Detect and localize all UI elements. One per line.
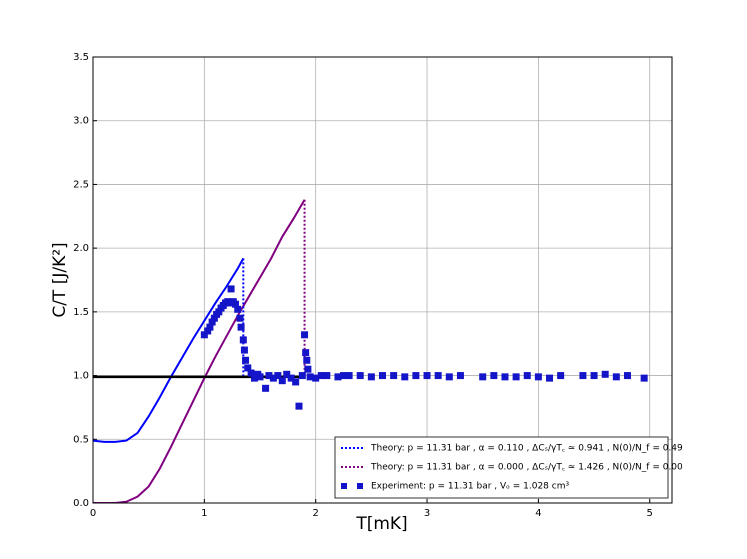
data-point bbox=[512, 373, 520, 381]
data-point bbox=[287, 374, 295, 382]
data-point bbox=[546, 374, 554, 382]
data-point bbox=[236, 314, 244, 322]
data-point bbox=[401, 373, 409, 381]
data-point bbox=[434, 372, 442, 380]
data-point bbox=[312, 374, 320, 382]
y-tick-label: 3.5 bbox=[73, 52, 89, 63]
data-point bbox=[232, 300, 240, 308]
data-point bbox=[445, 373, 453, 381]
data-point bbox=[323, 372, 331, 380]
y-tick-label: 3.0 bbox=[73, 116, 89, 127]
data-point bbox=[295, 402, 303, 410]
x-tick-label: 4 bbox=[535, 508, 541, 519]
data-point bbox=[262, 384, 270, 392]
y-tick-label: 2.5 bbox=[73, 179, 89, 190]
data-point bbox=[215, 308, 223, 316]
plot-frame bbox=[92, 56, 673, 504]
data-point bbox=[302, 349, 310, 357]
data-point bbox=[423, 372, 431, 380]
legend-label: Theory: p = 11.31 bar , α = 0.110 , ΔCₛ/… bbox=[370, 444, 683, 454]
data-point bbox=[208, 318, 216, 326]
data-point bbox=[412, 372, 420, 380]
y-tick-label: 0.5 bbox=[73, 434, 89, 445]
legend-label: Theory: p = 11.31 bar , α = 0.000 , ΔCₛ/… bbox=[370, 463, 683, 473]
y-tick-label: 0.0 bbox=[73, 498, 89, 509]
data-point bbox=[242, 356, 250, 364]
data-point bbox=[534, 373, 542, 381]
data-point bbox=[204, 327, 212, 335]
data-point bbox=[317, 372, 325, 380]
data-point bbox=[278, 377, 286, 385]
data-point bbox=[239, 336, 247, 344]
data-line bbox=[93, 257, 245, 443]
data-point bbox=[256, 373, 264, 381]
data-point bbox=[340, 372, 348, 380]
data-point bbox=[490, 372, 498, 380]
x-tick-label: 3 bbox=[424, 508, 430, 519]
y-axis-label: C/T [J/K²] bbox=[50, 242, 70, 317]
legend-marker bbox=[341, 483, 347, 489]
data-point bbox=[240, 346, 248, 354]
data-point bbox=[367, 373, 375, 381]
data-line bbox=[93, 199, 306, 503]
x-tick-label: 5 bbox=[647, 508, 653, 519]
data-point bbox=[479, 373, 487, 381]
data-point bbox=[345, 372, 353, 380]
data-point bbox=[206, 323, 214, 331]
data-point bbox=[623, 372, 631, 380]
data-point bbox=[244, 364, 252, 372]
data-point bbox=[301, 331, 309, 339]
data-point bbox=[612, 373, 620, 381]
data-point bbox=[306, 373, 314, 381]
data-point bbox=[379, 372, 386, 380]
data-point bbox=[334, 373, 342, 381]
data-point bbox=[356, 372, 364, 380]
legend-label: Experiment: p = 11.31 bar , Vₒ = 1.028 c… bbox=[371, 482, 569, 492]
data-point bbox=[274, 372, 282, 380]
x-tick-label: 2 bbox=[313, 508, 319, 519]
data-point bbox=[390, 372, 398, 380]
data-point bbox=[210, 314, 218, 322]
data-point bbox=[304, 365, 312, 373]
x-tick-label: 1 bbox=[201, 508, 207, 519]
legend-marker bbox=[357, 483, 363, 489]
data-point bbox=[250, 374, 258, 382]
y-tick-label: 1.0 bbox=[73, 371, 89, 382]
data-point bbox=[557, 372, 565, 380]
data-point bbox=[237, 323, 245, 331]
legend-box bbox=[334, 436, 669, 499]
y-tick-label: 1.5 bbox=[73, 307, 89, 318]
data-point bbox=[298, 372, 306, 380]
data-point bbox=[269, 374, 277, 382]
x-axis-label: T[mK] bbox=[355, 514, 407, 534]
data-point bbox=[640, 374, 648, 382]
data-point bbox=[456, 372, 464, 380]
y-tick-label: 2.0 bbox=[73, 243, 89, 254]
data-point bbox=[523, 372, 531, 380]
data-point bbox=[283, 370, 291, 378]
data-point bbox=[292, 378, 300, 386]
data-point bbox=[501, 373, 509, 381]
data-point bbox=[227, 285, 235, 293]
x-tick-label: 0 bbox=[90, 508, 96, 519]
data-point bbox=[579, 372, 587, 380]
data-point bbox=[247, 369, 255, 377]
data-point bbox=[601, 370, 609, 378]
data-point bbox=[590, 372, 598, 380]
data-point bbox=[303, 356, 311, 364]
data-point bbox=[200, 331, 208, 339]
data-point bbox=[234, 305, 242, 313]
data-point bbox=[265, 372, 273, 380]
